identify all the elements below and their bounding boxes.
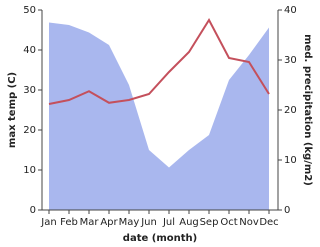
x-tick-label: Feb: [60, 217, 78, 228]
y2-axis-title: med. precipitation (kg/m2): [302, 34, 313, 186]
y2-tick-label: 0: [284, 205, 290, 216]
y-tick-label: 10: [23, 165, 36, 176]
y2-tick-label: 40: [284, 5, 297, 16]
x-tick-label: Mar: [80, 217, 100, 228]
y-tick-label: 0: [30, 205, 36, 216]
y-tick-label: 40: [23, 45, 36, 56]
x-tick-label: Oct: [220, 217, 237, 228]
x-tick-label: Jul: [162, 217, 175, 228]
precipitation-area: [49, 22, 269, 210]
x-tick-label: Aug: [179, 217, 199, 228]
y-tick-label: 50: [23, 5, 36, 16]
y2-tick-label: 10: [284, 155, 297, 166]
y2-tick-label: 20: [284, 105, 297, 116]
x-tick-label: Apr: [100, 217, 118, 228]
x-tick-label: Dec: [259, 217, 278, 228]
x-tick-label: Nov: [239, 217, 259, 228]
temperature-line: [48, 17, 270, 105]
x-tick-label: May: [119, 217, 140, 228]
x-tick-label: Jan: [40, 217, 56, 228]
x-tick-label: Jun: [140, 217, 157, 228]
y-tick-label: 20: [23, 125, 36, 136]
y-tick-label: 30: [23, 85, 36, 96]
y2-tick-label: 30: [284, 55, 297, 66]
y-axis-title: max temp (C): [7, 72, 18, 148]
x-tick-label: Sep: [200, 217, 219, 228]
x-axis-title: date (month): [123, 233, 197, 244]
